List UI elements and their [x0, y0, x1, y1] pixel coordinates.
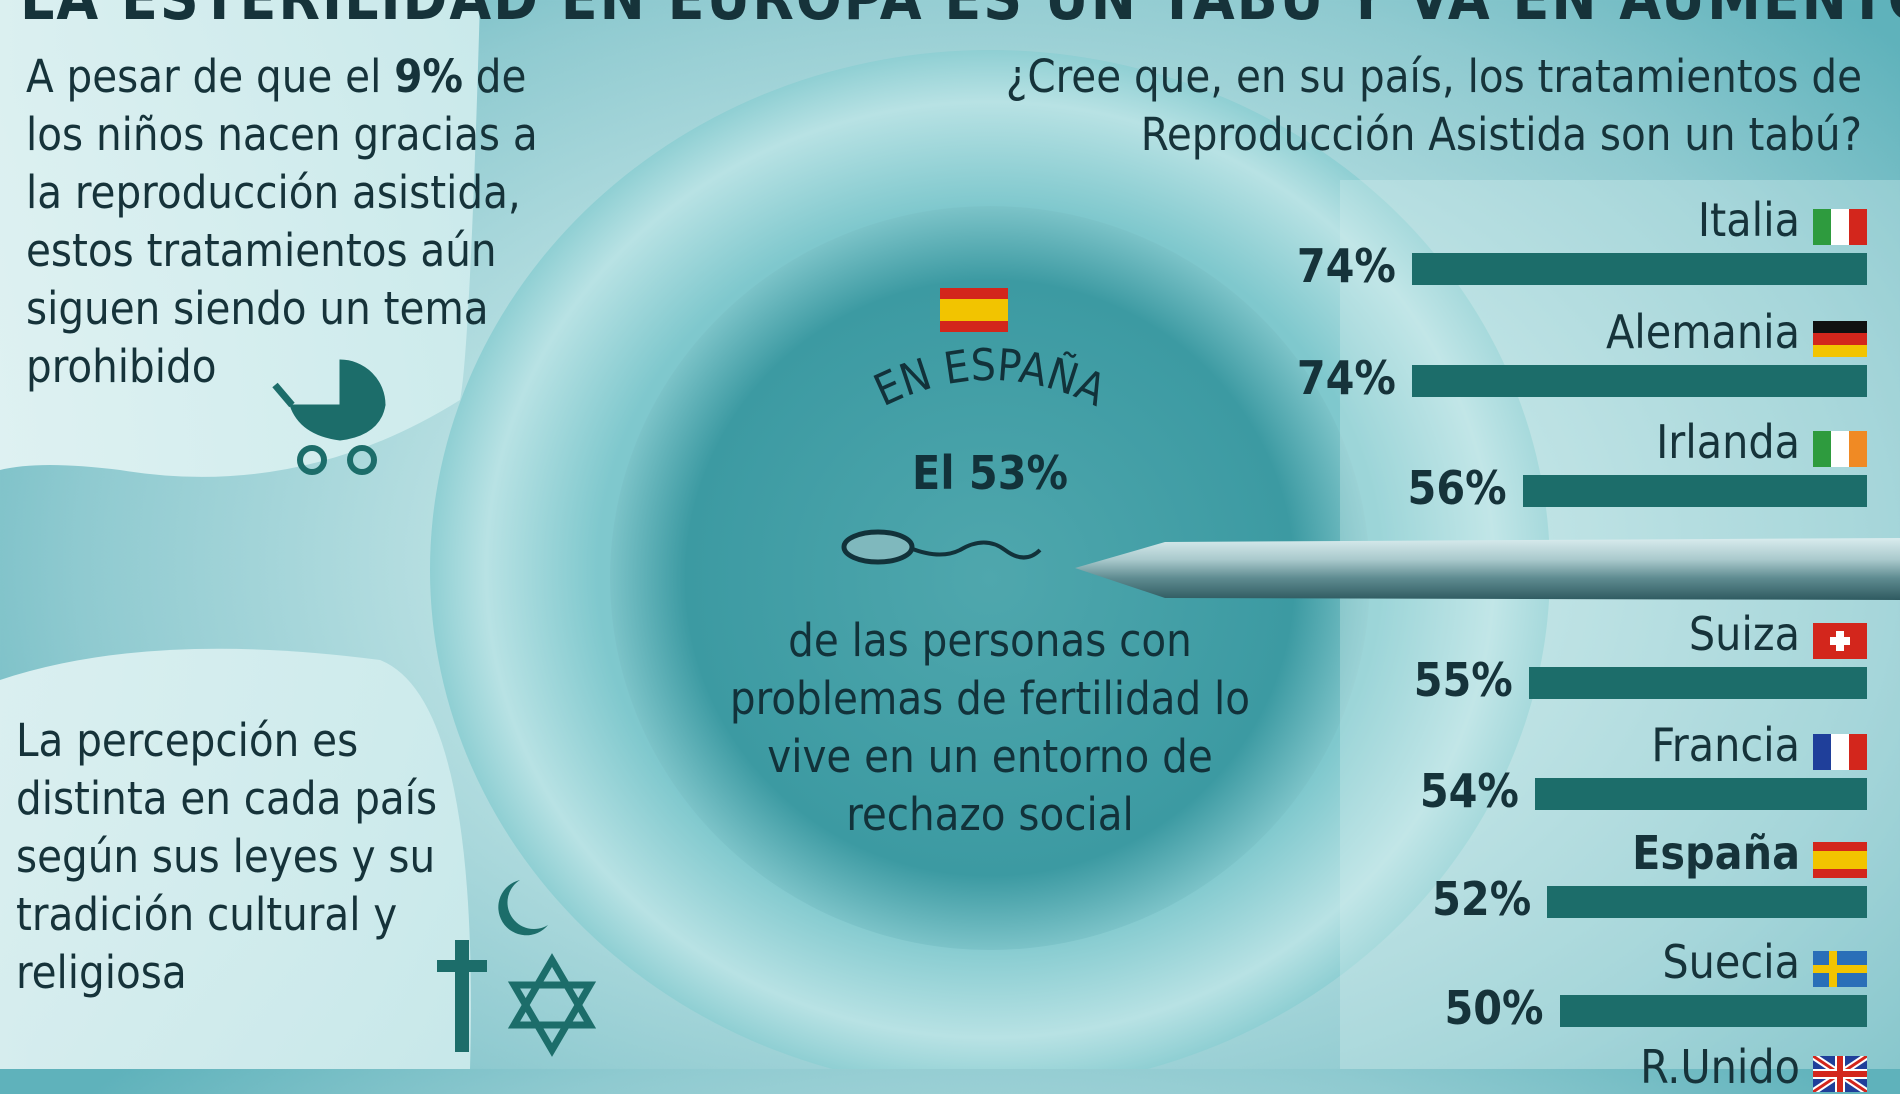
flag-icon — [1813, 734, 1867, 770]
intro-highlight: 9% — [394, 50, 463, 103]
flag-icon — [1813, 1056, 1867, 1092]
center-percent: El 53% — [912, 446, 1068, 500]
background-illustration: EN ESPAÑA — [0, 0, 1900, 1069]
country-label: Irlanda — [1656, 415, 1800, 469]
headline: LA ESTERILIDAD EN EUROPA ES UN TABÚ Y VA… — [20, 0, 1900, 34]
flag-icon — [1813, 842, 1867, 878]
pram-icon — [272, 359, 386, 475]
bar — [1411, 365, 1867, 397]
bar — [1547, 886, 1867, 918]
bar-value-label: 50% — [1444, 981, 1544, 1035]
flag-icon — [1813, 951, 1867, 987]
country-label: Alemania — [1605, 305, 1800, 359]
bar-value-label: 54% — [1419, 764, 1519, 818]
country-label: Italia — [1697, 193, 1800, 247]
star-of-david-icon — [507, 953, 597, 1057]
bar-value-label: 74% — [1296, 351, 1396, 405]
flag-icon — [1813, 623, 1867, 659]
flag-icon — [1813, 431, 1867, 467]
bar — [1559, 995, 1867, 1027]
intro-after: de los niños nacen gracias a la reproduc… — [26, 50, 538, 393]
top-left-panel — [0, 0, 480, 477]
bottom-left-panel — [0, 648, 471, 1069]
sperm-icon — [841, 529, 1042, 565]
country-label: Suiza — [1688, 607, 1800, 661]
bar-value-label: 56% — [1407, 461, 1507, 515]
perception-text: La percepción es distinta en cada país s… — [16, 714, 438, 999]
bar-value-label: 74% — [1296, 239, 1396, 293]
country-label: España — [1632, 826, 1800, 880]
bar — [1522, 475, 1867, 507]
egg-cell — [610, 206, 1370, 950]
chart-title: ¿Cree que, en su país, los tratamientos … — [1005, 50, 1862, 161]
bar-value-label: 52% — [1432, 872, 1532, 926]
country-label: Suecia — [1662, 935, 1800, 989]
intro-text: A pesar de que el 9% de los niños nacen … — [26, 48, 586, 396]
country-label: Francia — [1651, 718, 1800, 772]
bar-value-label: 55% — [1413, 653, 1513, 707]
country-label: R.Unido — [1640, 1040, 1800, 1094]
bar — [1411, 253, 1867, 285]
bar — [1528, 667, 1867, 699]
crescent-icon — [498, 880, 548, 936]
chart-panel — [1340, 180, 1900, 1069]
bar — [1534, 778, 1867, 810]
center-description: de las personas con problemas de fertili… — [729, 614, 1251, 841]
spain-flag-icon — [940, 288, 1008, 332]
intro-before: A pesar de que el — [26, 50, 395, 103]
cross-icon — [437, 940, 487, 1052]
flag-icon — [1813, 209, 1867, 245]
flag-icon — [1813, 321, 1867, 357]
needle-icon — [1075, 538, 1900, 600]
